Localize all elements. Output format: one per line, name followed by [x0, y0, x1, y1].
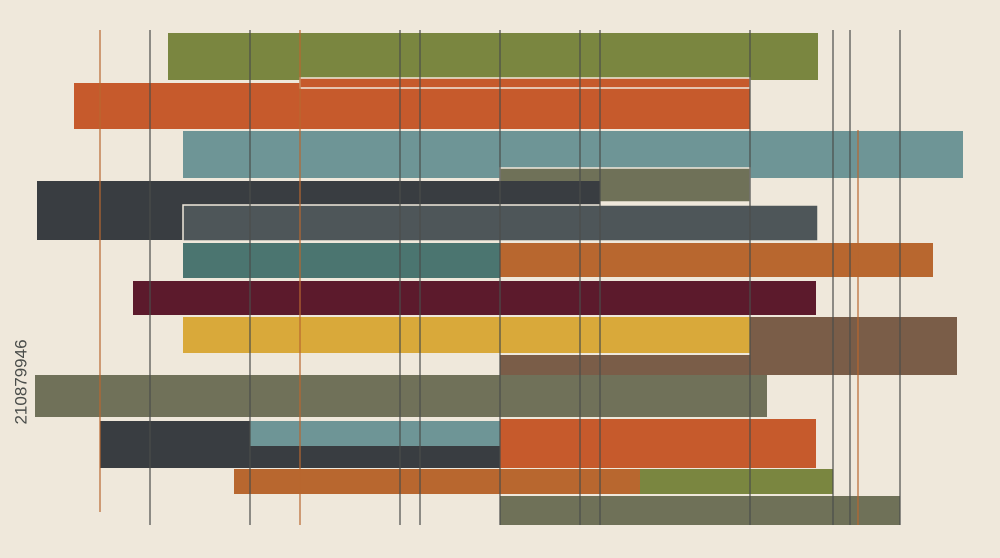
stripe	[500, 243, 933, 277]
stock-id: 210879946	[11, 339, 30, 424]
stripe	[183, 243, 500, 278]
stripe	[74, 83, 750, 129]
stripe	[750, 317, 957, 375]
stripe	[500, 355, 750, 375]
stripe	[35, 375, 767, 417]
vertical-lines	[99, 30, 901, 525]
stripe	[299, 77, 751, 89]
stripe	[500, 496, 900, 525]
stripe	[250, 421, 500, 446]
stripe	[640, 469, 833, 494]
stripe	[133, 281, 816, 315]
stripe	[168, 33, 818, 80]
stripe	[500, 419, 816, 468]
stripe	[183, 317, 750, 353]
stripe	[234, 469, 640, 494]
